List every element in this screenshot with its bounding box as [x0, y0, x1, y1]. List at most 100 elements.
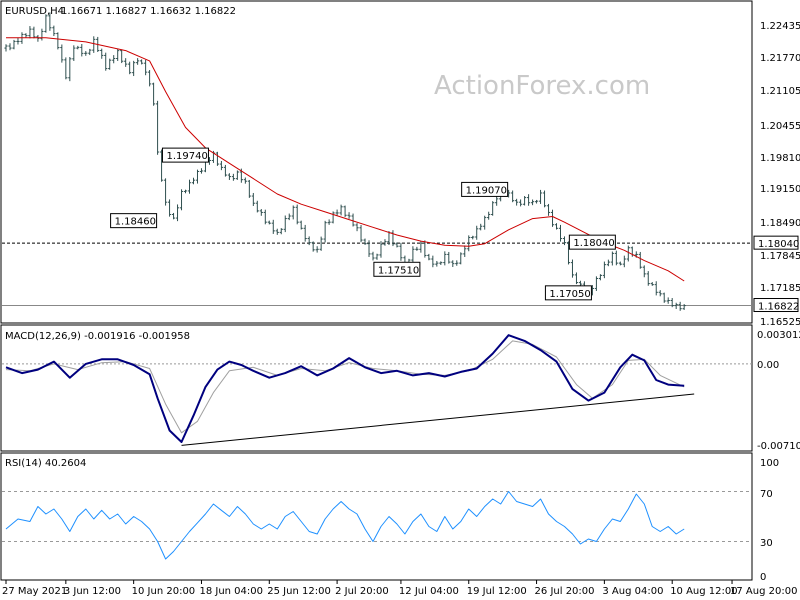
price-tag-box [753, 235, 799, 250]
ohlc-bar [144, 59, 148, 76]
ohlc-bar [167, 199, 172, 217]
ohlc-bar [335, 209, 339, 217]
ohlc-bar [72, 45, 76, 61]
ohlc-bar [152, 82, 156, 106]
ohlc-bar [112, 55, 116, 64]
ohlc-bar [682, 304, 686, 310]
ohlc-bar [235, 170, 239, 180]
ohlc-bar [92, 36, 96, 53]
ohlc-bar [395, 242, 399, 248]
rsi-axis: 100 70 30 0 [760, 458, 779, 583]
ohlc-bar [467, 235, 471, 252]
ohlc-bar [427, 253, 431, 261]
ohlc-bar [626, 245, 630, 262]
ohlc-bar [602, 261, 606, 279]
chart-marks: 1.19740 1.18460 1.17510 1.19070 1.18040 1.170… [2, 12, 799, 597]
ohlc-bar [28, 26, 32, 39]
price-tick: 1.19810 [760, 153, 800, 164]
price-tick: 1.20455 [760, 121, 800, 132]
ohlc-bar [522, 196, 527, 206]
ohlc-bar [163, 178, 168, 206]
price-tick: 1.16525 [760, 317, 800, 328]
ohlc-bar [638, 251, 642, 269]
annotation-box [373, 261, 421, 277]
ohlc-bar [56, 32, 60, 50]
ohlc-bar [367, 240, 371, 257]
ohlc-bar [610, 251, 614, 266]
x-tick-label: 2 Jul 20:00 [335, 586, 389, 597]
price-tick: 1.21770 [760, 53, 800, 64]
ohlc-bar [666, 297, 670, 304]
x-tick-label: 26 Jul 20:00 [535, 586, 595, 597]
ohlc-bar [515, 198, 519, 206]
ohlc-bar [650, 282, 654, 286]
ohlc-bar [359, 225, 363, 243]
ohlc-bar [534, 199, 539, 204]
ohlc-bar [570, 259, 575, 278]
ohlc-bar [618, 261, 622, 266]
ohlc-bar [519, 199, 523, 207]
ohlc-bar [275, 228, 279, 235]
ohlc-bar [8, 43, 12, 51]
ohlc-bar [175, 204, 180, 222]
ohlc-bar [439, 261, 443, 265]
ohlc-bar [267, 220, 271, 225]
ohlc-bar [24, 33, 28, 38]
ohlc-bar [487, 211, 491, 220]
ohlc-bar [391, 230, 395, 247]
annotation-box [110, 213, 158, 229]
rsi-line [5, 491, 685, 560]
ohlc-bar [419, 241, 423, 253]
ohlc-bar [371, 251, 375, 261]
price-axis: 1.22435 1.21770 1.21105 1.20455 1.19810 … [760, 21, 800, 328]
ohlc-bar [451, 260, 455, 268]
ohlc-bar [291, 205, 295, 220]
ohlc-bar [287, 213, 291, 221]
macd-line [5, 334, 685, 443]
ohlc-bar [148, 69, 152, 87]
ohlc-bar [327, 219, 331, 225]
macd-trendline [181, 393, 695, 446]
ohlc-bar [231, 173, 235, 181]
x-tick-label: 12 Jul 04:00 [399, 586, 459, 597]
ohlc-bar [530, 199, 535, 206]
macd-axis: 0.003012 0.00 -0.007109 [757, 330, 800, 452]
ohlc-bar [447, 251, 451, 264]
ohlc-bar [88, 48, 92, 56]
rsi-tick: 100 [760, 458, 779, 469]
ohlc-bar [183, 189, 188, 194]
price-annotation: 1.19740 [161, 147, 209, 163]
ohlc-bar [662, 292, 666, 303]
price-annotation: 1.18460 [110, 213, 158, 229]
ohlc-bar [199, 168, 204, 174]
ohlc-bar [415, 246, 419, 251]
ohlc-bar [104, 52, 108, 71]
ohlc-bar [120, 49, 124, 64]
price-tag-text: 1.18040 [758, 239, 799, 250]
ohlc-bar [191, 177, 196, 185]
ohlc-bar [399, 242, 403, 261]
ohlc-bar [654, 281, 658, 296]
current-price-tag: 1.16822 [753, 298, 799, 313]
price-tag-text: 1.16822 [758, 302, 799, 313]
ohlc-bar [642, 265, 646, 278]
ohlc-bar [263, 209, 267, 225]
x-tick-label: 3 Aug 04:00 [602, 586, 663, 597]
ohlc-bar [303, 224, 307, 242]
macd-tick: 0.00 [757, 360, 779, 371]
ohlc-bar [279, 228, 283, 235]
level-price-tag: 1.18040 [753, 235, 799, 250]
ohlc-bar [171, 212, 176, 220]
ohlc-bar [379, 241, 383, 258]
ohlc-bar [511, 190, 515, 203]
annotation-text: 1.17050 [549, 289, 590, 300]
ohlc-bar [128, 61, 132, 75]
ohlc-bar [542, 190, 547, 208]
ohlc-bar [471, 235, 475, 240]
x-tick-label: 10 Jun 20:00 [132, 586, 196, 597]
ohlc-bar [483, 215, 487, 230]
x-tick-label: 10 Aug 12:00 [670, 586, 737, 597]
price-tick: 1.19150 [760, 184, 800, 195]
ohlc-bar [574, 272, 579, 285]
ohlc-bar [219, 160, 224, 171]
